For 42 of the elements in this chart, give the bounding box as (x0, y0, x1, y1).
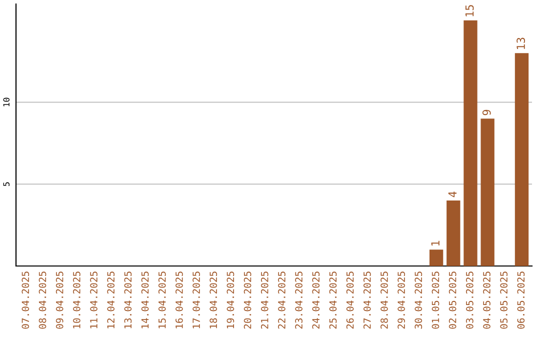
bar (429, 250, 444, 266)
x-tick-label: 03.05.2025 (466, 272, 474, 329)
x-tick-label: 07.04.2025 (22, 272, 30, 329)
x-tick-label: 20.04.2025 (244, 272, 252, 329)
data-label: 4 (448, 192, 456, 198)
x-tick-label: 01.05.2025 (432, 272, 440, 329)
x-tick-label: 04.05.2025 (483, 272, 490, 329)
y-tick-label: 10 (3, 98, 10, 106)
bar (464, 20, 478, 266)
x-tick-label: 19.04.2025 (226, 272, 234, 328)
data-label: 13 (516, 38, 525, 50)
x-tick-label: 12.04.2025 (107, 272, 115, 328)
x-tick-label: 30.04.2025 (414, 272, 422, 329)
x-tick-label: 09.04.2025 (56, 272, 64, 329)
x-tick-label: 08.04.2025 (38, 272, 46, 329)
x-tick-label: 06.05.2025 (517, 272, 525, 329)
x-tick-label: 29.04.2025 (398, 272, 405, 329)
x-tick-label: 17.04.2025 (192, 272, 200, 328)
bar (480, 118, 494, 266)
x-tick-label: 10.04.2025 (73, 272, 80, 328)
x-tick-label: 21.04.2025 (260, 272, 268, 329)
data-label: 15 (465, 5, 474, 16)
x-tick-label: 28.04.2025 (380, 272, 388, 329)
x-tick-label: 27.04.2025 (363, 272, 371, 329)
x-tick-label: 23.04.2025 (295, 272, 302, 329)
data-label: 9 (482, 110, 491, 116)
x-tick-label: 11.04.2025 (90, 272, 98, 328)
x-tick-label: 25.04.2025 (329, 272, 337, 329)
bar (446, 200, 460, 266)
x-tick-label: 14.04.2025 (141, 272, 149, 328)
x-tick-label: 22.04.2025 (278, 272, 286, 329)
bar (514, 53, 529, 266)
x-tick-label: 18.04.2025 (210, 272, 218, 328)
x-tick-label: 02.05.2025 (448, 272, 456, 329)
x-tick-label: 24.04.2025 (312, 272, 320, 329)
x-tick-label: 15.04.2025 (158, 272, 166, 328)
x-tick-label: 26.04.2025 (346, 272, 354, 329)
x-tick-label: 13.04.2025 (124, 272, 132, 328)
y-tick-label: 5 (3, 182, 10, 186)
data-label: 1 (431, 240, 440, 246)
x-tick-label: 16.04.2025 (176, 272, 183, 328)
x-tick-label: 05.05.2025 (500, 272, 508, 329)
